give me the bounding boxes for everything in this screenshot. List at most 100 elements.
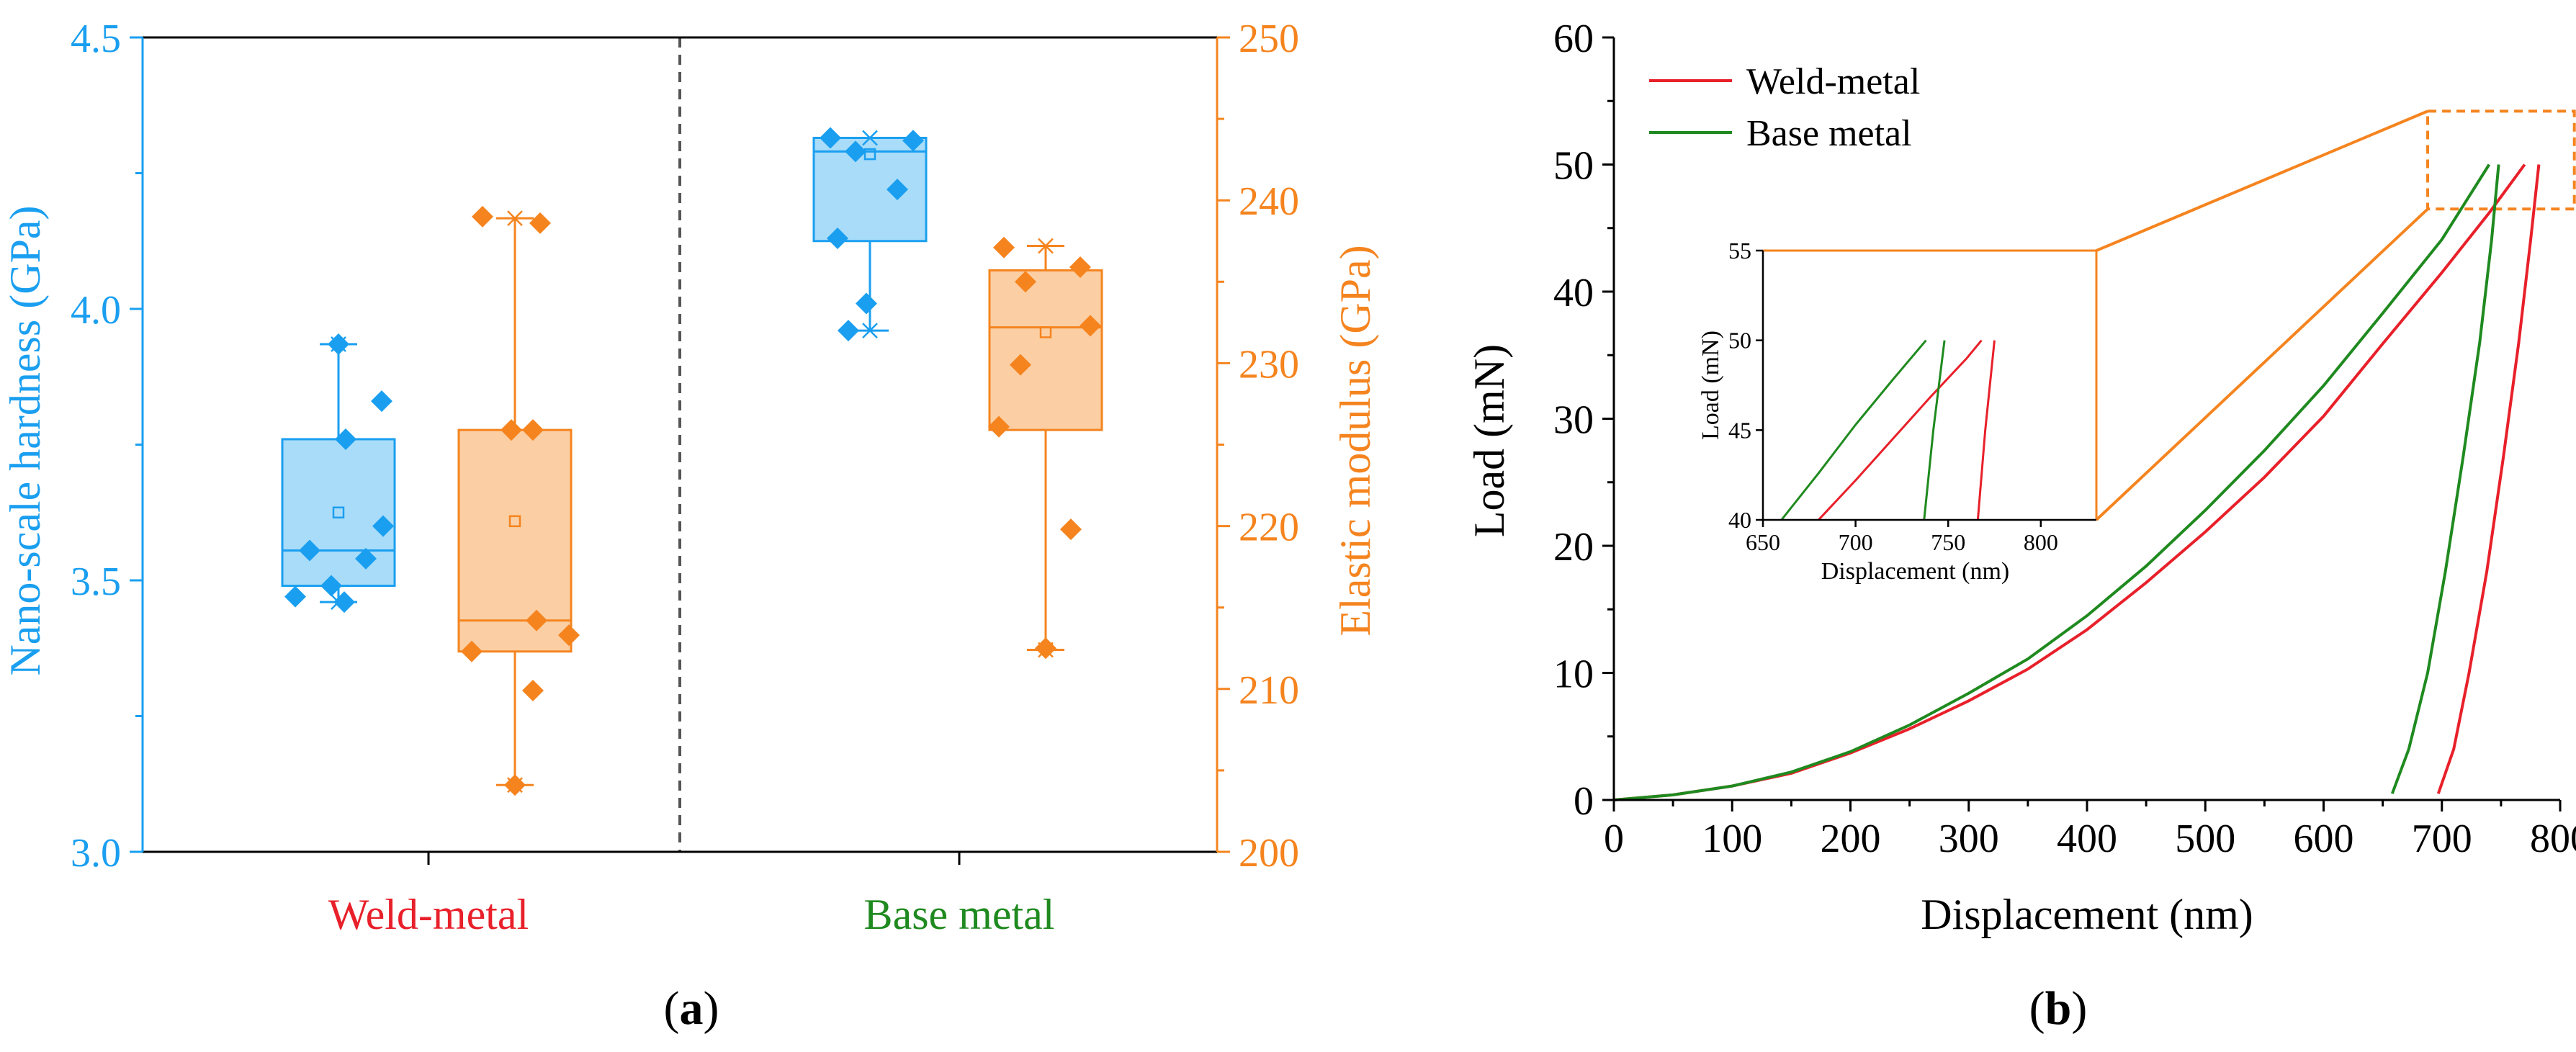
x-tick-label: 700 (2412, 817, 2472, 861)
data-point (526, 609, 547, 631)
data-point (856, 292, 877, 315)
data-point (299, 539, 320, 562)
box-weld-metal-hardness (281, 333, 396, 613)
inset-x-tick-label: 800 (2024, 529, 2058, 555)
panel-b: 0 100 200 300 400 500 600 700 800 0 10 20 30 40 50 60 6… (1466, 17, 2576, 1035)
x-tick-label: 100 (1702, 817, 1762, 861)
y-tick-label: 50 (1553, 144, 1594, 189)
extreme-marker (507, 210, 523, 226)
inset-loading-curve (1780, 339, 1927, 521)
data-point (333, 591, 355, 613)
mean-marker (863, 148, 876, 161)
modulus-axis-label: Elastic modulus (GPa) (1332, 245, 1379, 636)
extreme-marker (1038, 238, 1054, 254)
inset-x-tick-label: 700 (1839, 529, 1873, 555)
panel-label-a: (a) (664, 982, 719, 1035)
inset-loading-curve (1818, 339, 1983, 521)
legend-label: Base metal (1746, 113, 1912, 154)
inset-y-tick-label: 45 (1728, 417, 1751, 443)
box-iqr (281, 438, 396, 588)
data-point (355, 547, 377, 570)
x-tick-label: 300 (1939, 817, 1999, 861)
series-base-metal (1613, 163, 2500, 801)
data-point (820, 127, 841, 149)
hardness-tick-label: 4.5 (71, 17, 121, 61)
data-point (522, 680, 544, 702)
box-base-metal-hardness (812, 127, 928, 342)
x-tick-label: 200 (1821, 817, 1881, 861)
load-displacement-curves (1613, 163, 2541, 801)
inset-x-axis-label: Displacement (nm) (1821, 558, 2010, 585)
mean-marker (332, 506, 345, 518)
data-point (529, 212, 551, 234)
data-point (320, 575, 342, 597)
hardness-tick-label: 4.0 (71, 288, 121, 333)
zoom-connector (2096, 109, 2428, 252)
inset-x-tick-label: 750 (1931, 529, 1965, 555)
y-tick-label: 60 (1553, 17, 1594, 61)
data-point (988, 415, 1010, 438)
y-tick-label: 10 (1553, 652, 1594, 697)
data-point (335, 428, 356, 450)
data-point (558, 624, 580, 647)
data-point (993, 236, 1015, 258)
data-point (1010, 354, 1031, 376)
data-point (1060, 518, 1082, 541)
modulus-tick-label: 200 (1239, 831, 1299, 876)
panel-b-frame: 0 100 200 300 400 500 600 700 800 0 10 20 30 40 50 60 (1553, 17, 2576, 861)
box-iqr (457, 428, 573, 653)
data-point (284, 585, 306, 608)
inset-y-tick-label: 40 (1728, 507, 1751, 533)
x-tick-label: 600 (2294, 817, 2354, 861)
box-iqr (812, 136, 928, 243)
data-point (1080, 315, 1101, 337)
zoom-rectangle (2426, 109, 2576, 211)
extreme-marker (862, 323, 878, 339)
box-weld-metal-modulus (457, 205, 580, 796)
x-axis-label: Displacement (nm) (1921, 891, 2253, 938)
data-point (845, 140, 866, 163)
data-point (1015, 271, 1036, 293)
legend-label: Weld-metal (1746, 61, 1920, 102)
data-point (504, 774, 526, 796)
box-base-metal-modulus (988, 236, 1103, 660)
x-tick-label: 400 (2057, 817, 2117, 861)
extreme-marker (862, 130, 878, 146)
unloading-curve (2390, 164, 2500, 794)
data-point (887, 179, 908, 201)
inset-y-axis-label: Load (mN) (1697, 331, 1724, 440)
y-tick-label: 30 (1553, 398, 1594, 443)
hardness-axis-ticks: 3.0 3.5 4.0 4.5 (71, 17, 143, 876)
inset-x-tick-label: 650 (1746, 529, 1780, 555)
inset-unloading-curve (1976, 340, 1996, 521)
hardness-tick-label: 3.0 (71, 831, 121, 876)
data-point (522, 419, 544, 441)
category-label-base-metal: Base metal (864, 891, 1055, 938)
y-tick-label: 20 (1553, 525, 1594, 570)
data-point (372, 515, 394, 537)
y-tick-label: 40 (1553, 271, 1594, 315)
y-tick-label: 0 (1574, 779, 1594, 824)
panel-label-b: (b) (2029, 982, 2088, 1035)
x-tick-label: 0 (1604, 817, 1624, 861)
x-tick-label: 800 (2530, 817, 2576, 861)
x-tick-label: 500 (2175, 817, 2235, 861)
box-plots (281, 127, 1103, 796)
category-label-weld-metal: Weld-metal (328, 891, 529, 938)
mean-marker (508, 515, 521, 528)
inset-series-base-metal (1780, 339, 1946, 521)
data-point (461, 640, 483, 662)
mean-marker (1039, 326, 1052, 338)
inset-plot: 650 700 750 800 40 45 50 55 Displacement (nm) Loa… (1697, 238, 2098, 585)
data-point (328, 333, 349, 356)
hardness-axis-label: Nano-scale hardness (GPa) (1, 205, 49, 675)
modulus-axis-ticks: 200 210 220 230 240 250 (1217, 17, 1299, 876)
zoom-box (2095, 109, 2576, 521)
data-point (472, 205, 493, 228)
y-axis-label: Load (mN) (1466, 344, 1513, 537)
inset-y-tick-label: 50 (1728, 328, 1751, 354)
modulus-tick-label: 240 (1239, 179, 1299, 224)
data-point (1069, 256, 1091, 278)
unloading-curve (2436, 164, 2541, 794)
